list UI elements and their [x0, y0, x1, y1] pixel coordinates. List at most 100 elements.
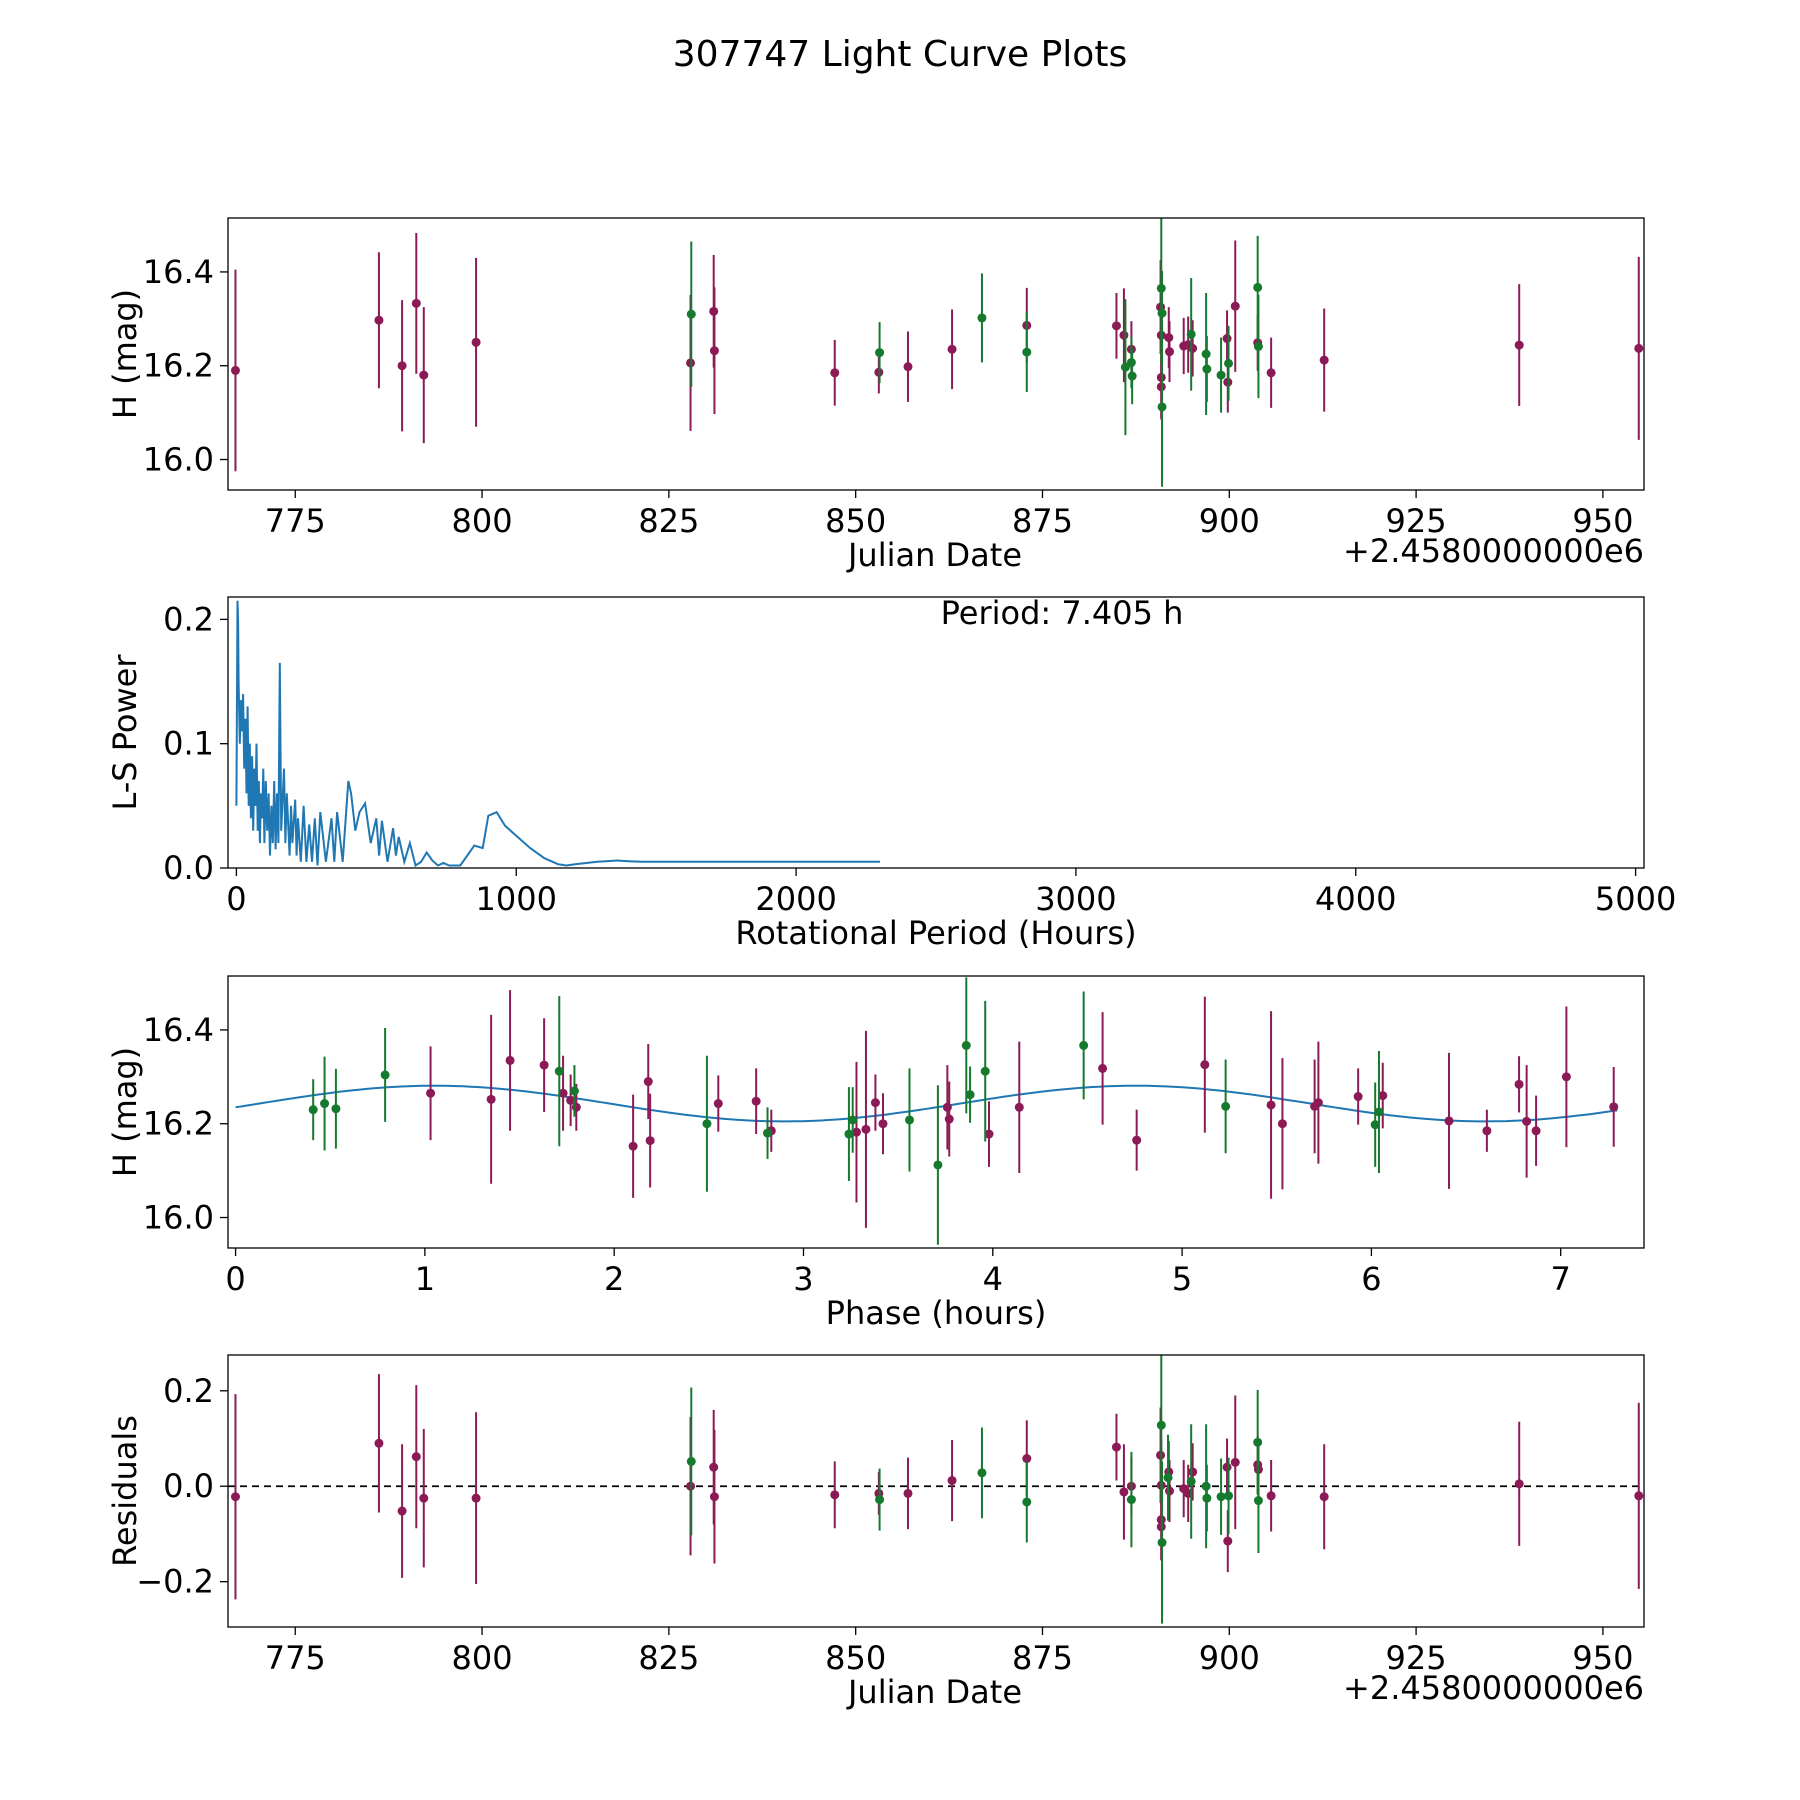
green-data-point [1126, 1495, 1136, 1505]
maroon-data-point [539, 1060, 549, 1070]
green-data-point [1224, 1491, 1234, 1501]
maroon-data-point [709, 1492, 719, 1502]
maroon-data-point [1514, 1479, 1524, 1489]
green-data-point [380, 1070, 390, 1080]
maroon-data-point [851, 1127, 861, 1137]
x-axis-label: Julian Date [846, 536, 1022, 574]
maroon-data-point [1188, 343, 1198, 353]
maroon-data-point [878, 1119, 888, 1129]
maroon-data-point [1022, 1454, 1032, 1464]
green-data-point [686, 309, 696, 319]
maroon-data-point [1165, 347, 1175, 357]
green-data-point [980, 1066, 990, 1076]
maroon-data-point [643, 1077, 653, 1087]
y-tick-label: 0.2 [163, 1372, 214, 1410]
maroon-data-point [903, 362, 913, 372]
maroon-data-point [1482, 1126, 1492, 1136]
y-tick-label: 16.0 [143, 1199, 214, 1237]
green-data-point [702, 1119, 712, 1129]
green-data-point [844, 1129, 854, 1139]
green-data-point [1079, 1040, 1089, 1050]
maroon-data-point [1266, 1100, 1276, 1110]
green-data-point [554, 1066, 564, 1076]
green-data-point [308, 1105, 318, 1115]
green-data-point [1202, 364, 1212, 374]
green-data-point [961, 1040, 971, 1050]
maroon-data-point [1222, 334, 1232, 344]
y-axis-label: L-S Power [106, 654, 144, 811]
x-tick-label: 7 [1551, 1260, 1571, 1298]
y-axis-label: H (mag) [106, 289, 144, 419]
green-data-point [1202, 1493, 1212, 1503]
green-data-point [1224, 358, 1234, 368]
y-tick-label: 0.0 [163, 1467, 214, 1505]
maroon-data-point [1132, 1135, 1142, 1145]
maroon-data-point [944, 1114, 954, 1124]
x-tick-label: 3 [793, 1260, 813, 1298]
maroon-data-point [1119, 1487, 1129, 1497]
green-data-point [875, 348, 885, 358]
green-data-point [977, 1468, 987, 1478]
x-tick-label: 875 [1012, 1639, 1073, 1677]
green-data-point [1370, 1120, 1380, 1130]
maroon-data-point [861, 1124, 871, 1134]
y-tick-label: 16.2 [143, 347, 214, 385]
axes-frame [227, 975, 1645, 1249]
green-data-point [1374, 1107, 1384, 1117]
maroon-data-point [1531, 1126, 1541, 1136]
maroon-data-point [374, 1438, 384, 1448]
green-data-point [1186, 329, 1196, 339]
x-tick-label: 6 [1361, 1260, 1381, 1298]
maroon-data-point [1444, 1116, 1454, 1126]
data-layer [308, 977, 1619, 1245]
y-axis-label: H (mag) [106, 1047, 144, 1177]
green-data-point [1216, 370, 1226, 380]
maroon-data-point [830, 368, 840, 378]
maroon-data-point [903, 1488, 913, 1498]
green-data-point [1163, 1473, 1173, 1483]
maroon-data-point [1522, 1116, 1532, 1126]
x-tick-label: 3000 [1035, 880, 1116, 918]
maroon-data-point [397, 1506, 407, 1516]
x-tick-label: 5000 [1595, 880, 1676, 918]
maroon-data-point [1119, 330, 1129, 340]
x-tick-label: 825 [638, 502, 699, 540]
maroon-data-point [1222, 1462, 1232, 1472]
y-tick-label: 16.4 [143, 1011, 214, 1049]
y-tick-label: 16.0 [143, 441, 214, 479]
green-data-point [763, 1128, 773, 1138]
maroon-data-point [1200, 1060, 1210, 1070]
green-data-point [848, 1115, 858, 1125]
x-tick-label: 925 [1386, 502, 1447, 540]
maroon-data-point [1609, 1102, 1619, 1112]
maroon-data-point [1378, 1091, 1388, 1101]
maroon-data-point [1223, 1536, 1233, 1546]
green-data-point [1157, 1538, 1167, 1548]
axes-frame [227, 217, 1645, 491]
residuals-panel: Residuals Julian Date +2.4580000000e6 77… [106, 1354, 1645, 1711]
x-tick-label: 1000 [476, 880, 557, 918]
maroon-data-point [571, 1102, 581, 1112]
green-data-point [933, 1160, 943, 1170]
x-tick-label: 5 [1172, 1260, 1192, 1298]
x-axis-offset-label: +2.4580000000e6 [1343, 532, 1644, 570]
maroon-data-point [830, 1490, 840, 1500]
x-tick-label: 800 [452, 1639, 513, 1677]
maroon-data-point [230, 1492, 240, 1502]
maroon-data-point [984, 1129, 994, 1139]
green-data-point [1253, 341, 1263, 351]
maroon-data-point [505, 1055, 515, 1065]
maroon-data-point [1230, 301, 1240, 311]
green-data-point [1157, 308, 1167, 318]
green-data-point [1216, 1492, 1226, 1502]
period-annotation: Period: 7.405 h [941, 594, 1184, 632]
x-axis-offset-label: +2.4580000000e6 [1343, 1669, 1644, 1707]
maroon-data-point [947, 344, 957, 354]
green-data-point [1221, 1101, 1231, 1111]
maroon-data-point [1277, 1119, 1287, 1129]
y-tick-label: 0.2 [163, 600, 214, 638]
maroon-data-point [471, 1493, 481, 1503]
maroon-data-point [1111, 321, 1121, 331]
maroon-data-point [1514, 340, 1524, 350]
maroon-data-point [628, 1141, 638, 1151]
